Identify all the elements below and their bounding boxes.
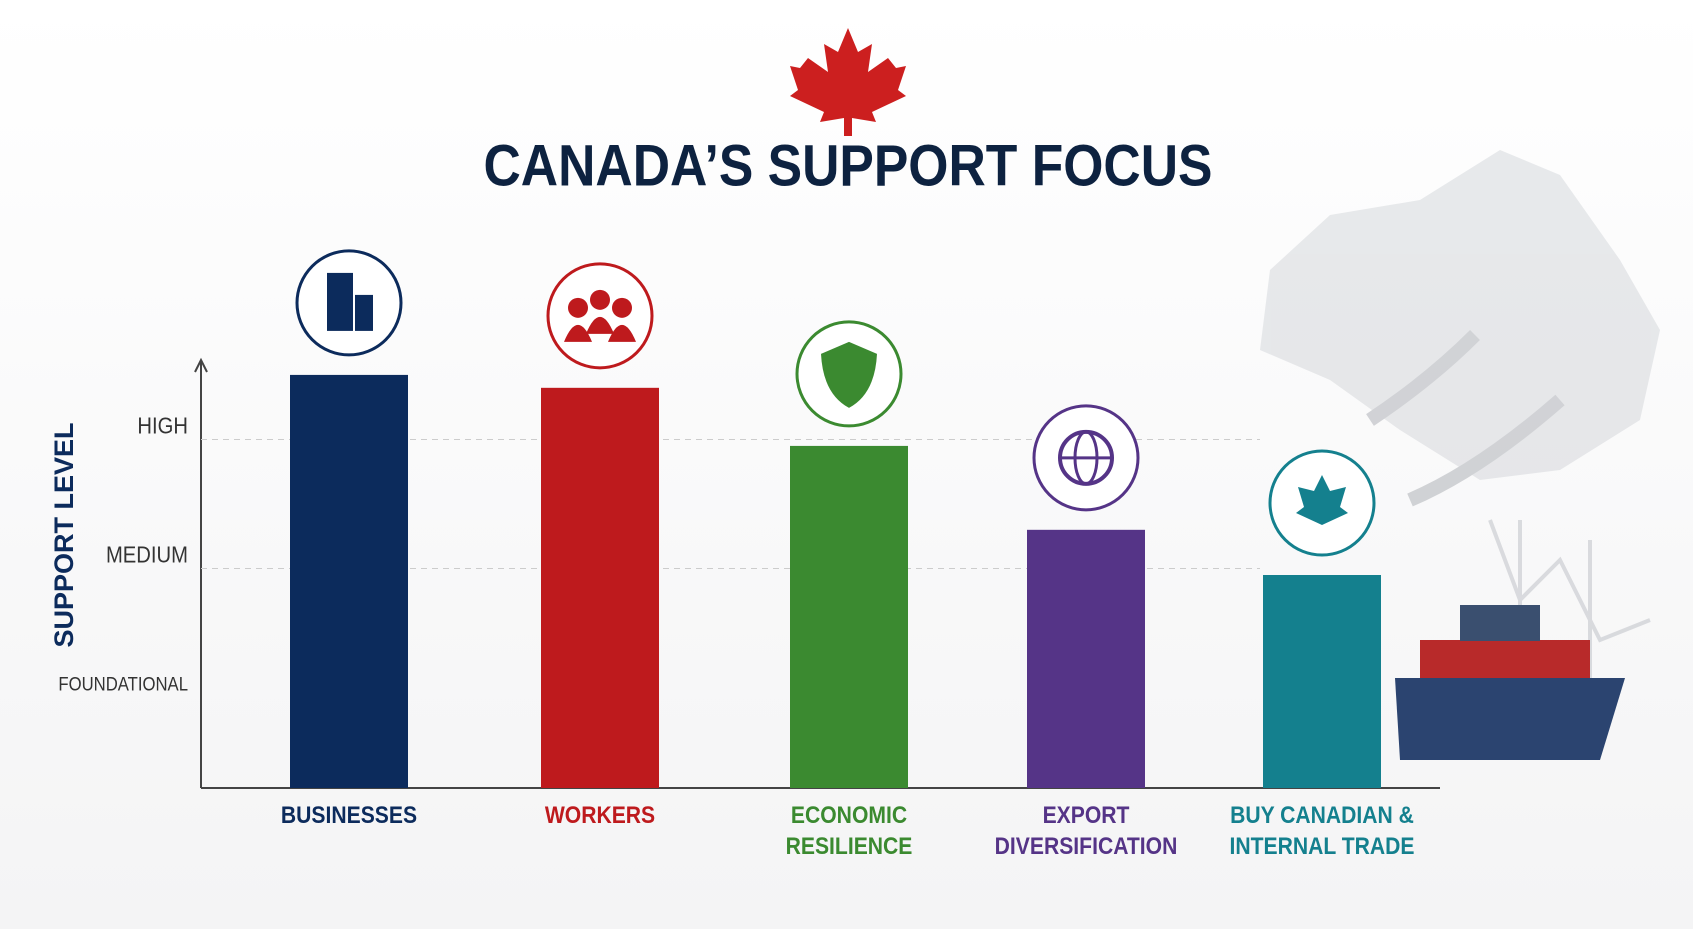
category-icon bbox=[1032, 404, 1140, 512]
icon-shape bbox=[612, 297, 632, 318]
category-icon bbox=[1268, 449, 1376, 557]
icon-shape bbox=[568, 297, 588, 318]
ship-illustration bbox=[1395, 605, 1625, 760]
category-icon bbox=[546, 262, 654, 370]
bar bbox=[290, 374, 408, 788]
y-tick-label: HIGH bbox=[137, 412, 188, 439]
y-tick-label: MEDIUM bbox=[106, 541, 188, 568]
icon-shape bbox=[1296, 475, 1348, 525]
icon-shape bbox=[327, 272, 353, 331]
x-tick-label: EXPORT DIVERSIFICATION bbox=[994, 802, 1178, 860]
category-icon bbox=[795, 320, 903, 428]
maple-leaf bbox=[790, 28, 906, 136]
icon-shape bbox=[821, 341, 877, 408]
y-tick-label: FOUNDATIONAL bbox=[58, 674, 188, 695]
bar bbox=[790, 445, 908, 788]
bar bbox=[1263, 575, 1381, 788]
chart-title: CANADA’S SUPPORT FOCUS bbox=[484, 133, 1213, 198]
x-tick-label: BUY CANADIAN & INTERNAL TRADE bbox=[1229, 802, 1415, 860]
icon-shape bbox=[586, 316, 614, 334]
category-icon bbox=[295, 249, 403, 357]
icon-shape bbox=[608, 324, 636, 342]
y-axis-arrow bbox=[194, 357, 208, 373]
x-tick-label: WORKERS bbox=[544, 802, 656, 829]
icon-shape bbox=[564, 324, 592, 342]
bar bbox=[541, 387, 659, 788]
icon-shape bbox=[590, 289, 610, 310]
icon-shape bbox=[355, 294, 373, 331]
bar bbox=[1027, 529, 1145, 788]
y-axis-label: SUPPORT LEVEL bbox=[49, 422, 79, 647]
x-tick-label: ECONOMIC RESILIENCE bbox=[785, 802, 913, 860]
x-tick-label: BUSINESSES bbox=[280, 802, 418, 829]
icon-ring bbox=[546, 262, 654, 370]
